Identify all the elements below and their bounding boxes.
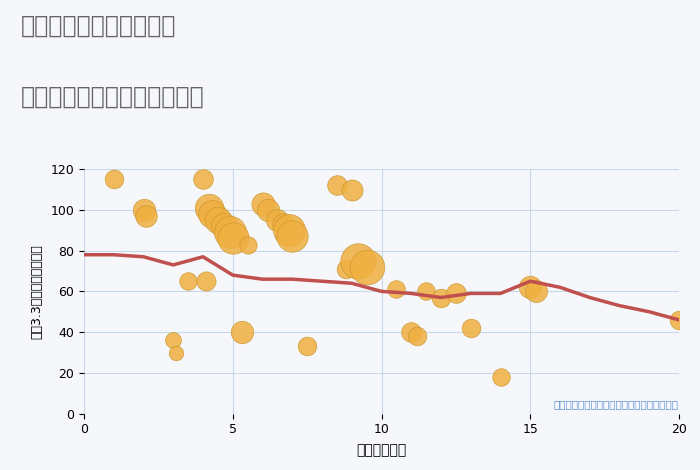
Point <box>406 329 417 336</box>
Point <box>257 200 268 208</box>
Point <box>673 316 685 324</box>
Point <box>412 332 423 340</box>
Point <box>278 220 289 228</box>
Point <box>138 206 149 214</box>
Point <box>525 283 536 291</box>
Text: 駅距離別中古マンション価格: 駅距離別中古マンション価格 <box>21 85 204 109</box>
Point <box>203 204 214 212</box>
Point <box>212 216 223 224</box>
Point <box>183 277 194 285</box>
Point <box>495 373 506 381</box>
Point <box>206 210 218 218</box>
Point <box>531 288 542 295</box>
Point <box>361 263 372 271</box>
Point <box>302 343 313 350</box>
Point <box>284 227 295 234</box>
Point <box>287 233 298 240</box>
Y-axis label: 坪（3.3㎡）単価（万円）: 坪（3.3㎡）単価（万円） <box>31 244 43 339</box>
Point <box>435 294 447 301</box>
Point <box>450 290 461 297</box>
Point <box>346 186 357 193</box>
Point <box>242 241 253 248</box>
Point <box>340 265 351 273</box>
Point <box>141 212 152 220</box>
Point <box>108 176 119 183</box>
Point <box>272 216 283 224</box>
Point <box>465 324 476 332</box>
Point <box>331 182 342 189</box>
Point <box>200 277 211 285</box>
Point <box>224 228 235 236</box>
Point <box>236 329 247 336</box>
Point <box>218 222 230 230</box>
Point <box>391 286 402 293</box>
Point <box>227 235 238 242</box>
Point <box>352 257 363 265</box>
Point <box>168 337 179 344</box>
Point <box>171 349 182 356</box>
Point <box>197 176 209 183</box>
Text: 三重県四日市市富士町の: 三重県四日市市富士町の <box>21 14 176 38</box>
X-axis label: 駅距離（分）: 駅距離（分） <box>356 443 407 457</box>
Point <box>421 288 432 295</box>
Text: 円の大きさは、取引のあった物件面積を示す: 円の大きさは、取引のあった物件面積を示す <box>554 399 679 409</box>
Point <box>263 206 274 214</box>
